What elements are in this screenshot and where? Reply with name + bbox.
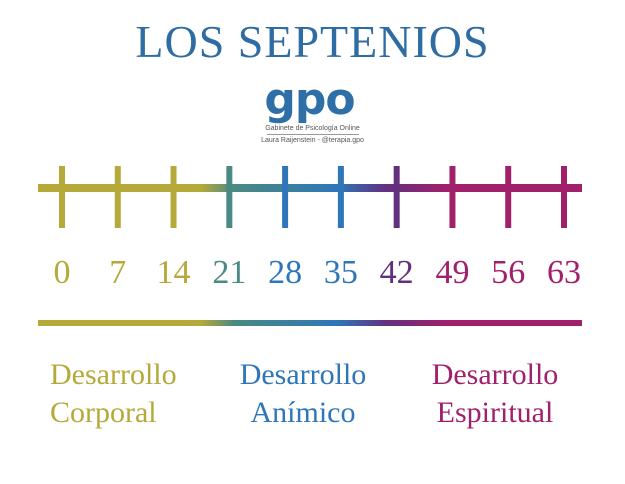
tick-mark-7 [114,166,121,228]
stage-espiritual: Desarrollo Espiritual [400,356,590,432]
tick-mark-49 [449,166,456,228]
tick-label-21: 21 [212,254,246,291]
stage-espiritual-line1: Desarrollo [431,358,559,391]
logo-divider [266,134,359,135]
tick-mark-28 [282,166,289,228]
tick-mark-63 [561,166,567,228]
stage-animico-line2: Anímico [250,396,356,429]
stage-divider-bar [38,320,582,326]
tick-label-56: 56 [491,254,525,291]
stage-corporal-line1: Desarrollo [50,358,177,391]
logo-credit: Laura Raijenstein - @terapia.gpo [261,137,364,144]
tick-label-49: 49 [435,254,469,291]
timeline-ticks [59,166,567,228]
stage-corporal: Desarrollo Corporal [50,356,240,432]
tick-mark-42 [393,166,400,228]
tick-mark-35 [337,166,344,228]
stage-espiritual-line2: Espiritual [436,396,554,429]
tick-label-28: 28 [268,254,302,291]
tick-mark-21 [226,166,233,228]
timeline-axis-bar [38,184,582,192]
stage-corporal-line2: Corporal [50,396,157,429]
diagram-title: LOS SEPTENIOS [135,16,490,67]
tick-label-0: 0 [54,254,71,291]
timeline-tick-labels: 0 7 14 21 28 35 42 49 56 63 [54,254,582,291]
tick-label-63: 63 [547,254,581,291]
tick-label-42: 42 [380,254,414,291]
stage-animico-line1: Desarrollo [239,358,367,391]
logo-mark: gpo [264,74,355,125]
tick-label-14: 14 [157,254,191,291]
logo-subtitle: Gabinete de Psicología Online [265,125,360,132]
tick-label-35: 35 [324,254,358,291]
stage-animico: Desarrollo Anímico [208,356,398,432]
tick-mark-56 [505,166,512,228]
tick-mark-0 [59,166,65,228]
gpo-logo: gpo Gabinete de Psicología Online Laura … [0,78,625,145]
tick-label-7: 7 [109,254,126,291]
tick-mark-14 [170,166,177,228]
